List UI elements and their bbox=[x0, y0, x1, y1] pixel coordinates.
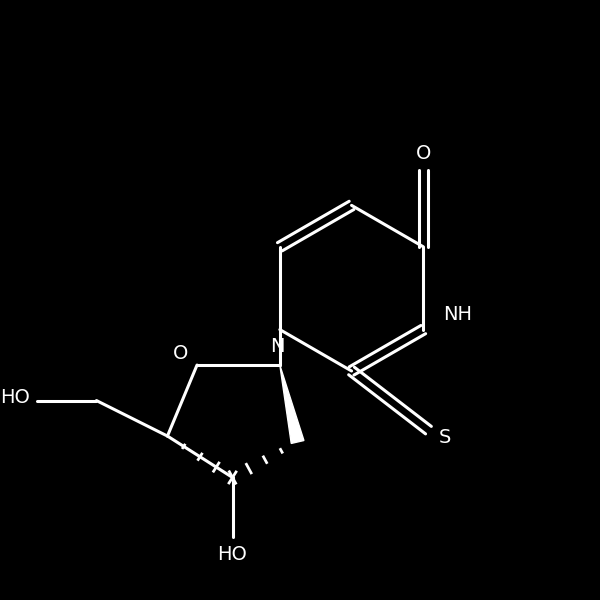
Text: N: N bbox=[269, 337, 284, 356]
Text: HO: HO bbox=[218, 545, 247, 564]
Text: S: S bbox=[439, 428, 451, 447]
Text: O: O bbox=[416, 144, 431, 163]
Text: O: O bbox=[173, 344, 188, 363]
Text: NH: NH bbox=[443, 305, 472, 324]
Polygon shape bbox=[280, 365, 304, 443]
Text: HO: HO bbox=[0, 388, 30, 407]
